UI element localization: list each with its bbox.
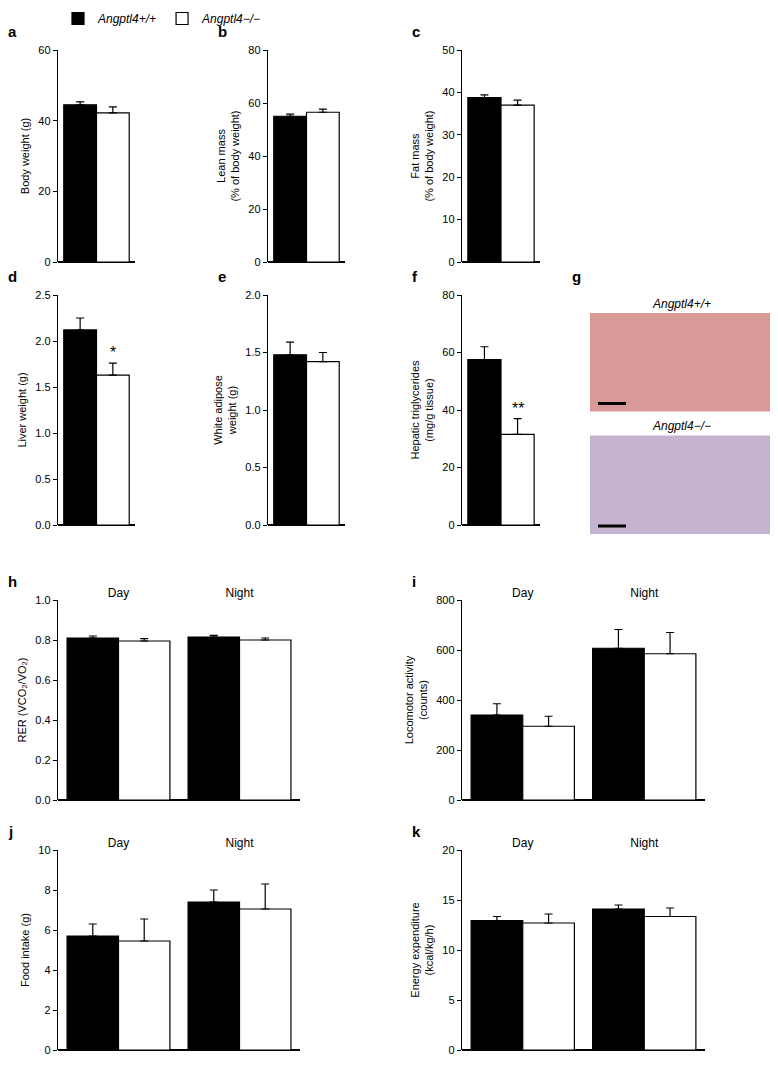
svg-text:800: 800 xyxy=(436,594,454,606)
svg-text:0: 0 xyxy=(448,519,454,531)
svg-text:k: k xyxy=(412,823,421,840)
svg-text:Day: Day xyxy=(108,586,129,600)
svg-text:0: 0 xyxy=(44,1044,50,1056)
svg-text:1.5: 1.5 xyxy=(245,346,260,358)
svg-text:Day: Day xyxy=(512,586,533,600)
svg-text:10: 10 xyxy=(442,213,454,225)
svg-text:0.0: 0.0 xyxy=(245,519,260,531)
svg-text:f: f xyxy=(412,268,418,285)
svg-text:1.0: 1.0 xyxy=(35,427,50,439)
svg-text:20: 20 xyxy=(442,461,454,473)
svg-text:**: ** xyxy=(512,400,524,417)
svg-text:Hepatic triglycerides(mg/g tis: Hepatic triglycerides(mg/g tissue) xyxy=(409,360,435,460)
svg-text:0: 0 xyxy=(448,256,454,268)
svg-text:1.0: 1.0 xyxy=(245,404,260,416)
svg-text:0.6: 0.6 xyxy=(35,674,50,686)
svg-text:Angptl4−/−: Angptl4−/− xyxy=(652,419,711,433)
svg-text:Locomotor activity(counts): Locomotor activity(counts) xyxy=(403,655,429,744)
svg-text:Liver weight (g): Liver weight (g) xyxy=(16,372,28,447)
svg-text:White adiposeweight (g): White adiposeweight (g) xyxy=(212,375,238,445)
svg-text:80: 80 xyxy=(248,44,260,56)
svg-text:60: 60 xyxy=(248,97,260,109)
svg-text:600: 600 xyxy=(436,644,454,656)
svg-text:60: 60 xyxy=(442,346,454,358)
svg-text:*: * xyxy=(110,344,116,361)
svg-text:0: 0 xyxy=(254,256,260,268)
svg-text:h: h xyxy=(8,573,17,590)
svg-text:60: 60 xyxy=(38,44,50,56)
svg-text:0.0: 0.0 xyxy=(35,519,50,531)
svg-text:j: j xyxy=(8,823,13,840)
svg-text:1.5: 1.5 xyxy=(35,381,50,393)
svg-text:Angptl4−/−: Angptl4−/− xyxy=(201,12,260,26)
svg-text:40: 40 xyxy=(442,404,454,416)
svg-text:0.2: 0.2 xyxy=(35,754,50,766)
svg-text:Body weight (g): Body weight (g) xyxy=(19,118,31,194)
svg-text:c: c xyxy=(412,23,420,40)
svg-text:Angptl4+/+: Angptl4+/+ xyxy=(97,12,156,26)
svg-text:Night: Night xyxy=(225,586,254,600)
svg-text:10: 10 xyxy=(38,844,50,856)
svg-text:400: 400 xyxy=(436,694,454,706)
svg-text:0.5: 0.5 xyxy=(35,473,50,485)
svg-text:0: 0 xyxy=(44,256,50,268)
svg-text:Energy expenditure(kcal/kg/h): Energy expenditure(kcal/kg/h) xyxy=(409,902,435,997)
svg-text:200: 200 xyxy=(436,744,454,756)
svg-text:RER (VCO₂/VO₂): RER (VCO₂/VO₂) xyxy=(16,658,28,743)
svg-text:8: 8 xyxy=(44,884,50,896)
svg-text:10: 10 xyxy=(442,944,454,956)
svg-text:6: 6 xyxy=(44,924,50,936)
svg-text:0.5: 0.5 xyxy=(245,461,260,473)
svg-text:30: 30 xyxy=(442,129,454,141)
svg-text:Night: Night xyxy=(225,836,254,850)
svg-text:Night: Night xyxy=(630,836,659,850)
svg-text:0.4: 0.4 xyxy=(35,714,50,726)
svg-text:Lean mass(% of body weight): Lean mass(% of body weight) xyxy=(215,110,241,201)
svg-text:2.5: 2.5 xyxy=(35,289,50,301)
svg-text:Fat mass(% of body weight): Fat mass(% of body weight) xyxy=(409,110,435,201)
svg-text:20: 20 xyxy=(248,203,260,215)
svg-text:40: 40 xyxy=(442,86,454,98)
svg-text:b: b xyxy=(218,23,227,40)
svg-text:20: 20 xyxy=(442,171,454,183)
svg-text:Day: Day xyxy=(108,836,129,850)
svg-text:0: 0 xyxy=(448,1044,454,1056)
svg-text:50: 50 xyxy=(442,44,454,56)
svg-text:2: 2 xyxy=(44,1004,50,1016)
svg-text:15: 15 xyxy=(442,894,454,906)
svg-text:20: 20 xyxy=(442,844,454,856)
svg-text:d: d xyxy=(8,268,17,285)
svg-text:Night: Night xyxy=(630,586,659,600)
svg-text:0.8: 0.8 xyxy=(35,634,50,646)
svg-text:20: 20 xyxy=(38,185,50,197)
svg-text:40: 40 xyxy=(38,115,50,127)
svg-text:40: 40 xyxy=(248,150,260,162)
svg-text:i: i xyxy=(412,573,416,590)
svg-text:Food intake (g): Food intake (g) xyxy=(19,913,31,987)
svg-text:80: 80 xyxy=(442,289,454,301)
svg-text:2.0: 2.0 xyxy=(245,289,260,301)
svg-text:1.0: 1.0 xyxy=(35,594,50,606)
svg-text:e: e xyxy=(218,268,226,285)
svg-text:0.0: 0.0 xyxy=(35,794,50,806)
svg-text:g: g xyxy=(572,268,581,285)
svg-text:4: 4 xyxy=(44,964,50,976)
svg-text:2.0: 2.0 xyxy=(35,335,50,347)
svg-text:Angptl4+/+: Angptl4+/+ xyxy=(652,297,711,311)
svg-text:Day: Day xyxy=(512,836,533,850)
svg-text:5: 5 xyxy=(448,994,454,1006)
svg-text:0: 0 xyxy=(448,794,454,806)
svg-text:a: a xyxy=(8,23,17,40)
